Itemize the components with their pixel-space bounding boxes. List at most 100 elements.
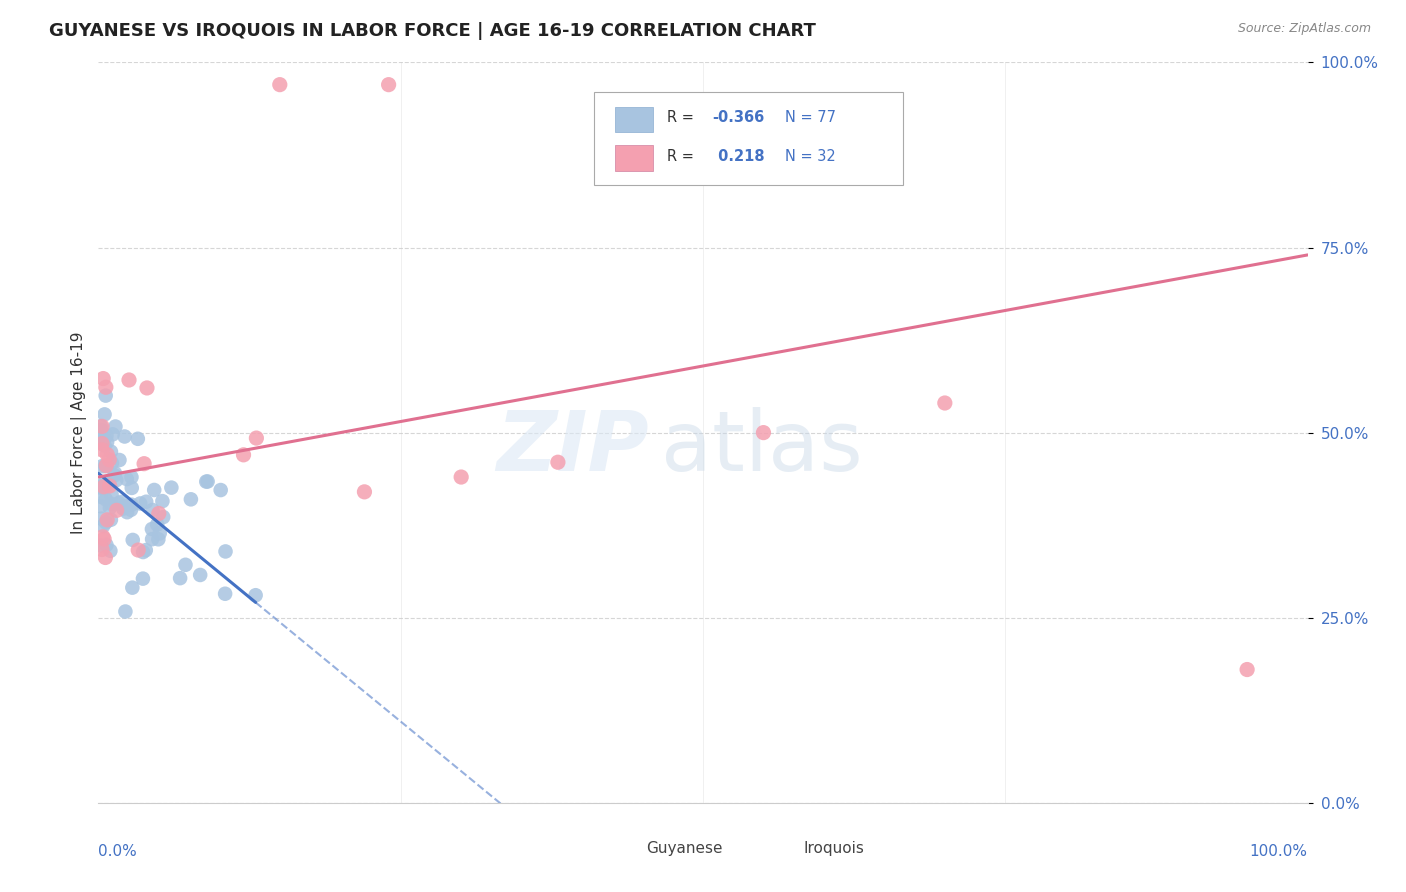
Point <box>121 481 143 495</box>
Point <box>94 516 117 530</box>
Point <box>94 550 117 565</box>
Point <box>108 453 131 467</box>
Point <box>115 505 138 519</box>
Point <box>146 517 169 532</box>
Point <box>98 479 121 493</box>
Point <box>132 572 155 586</box>
Point <box>93 480 115 494</box>
Point <box>105 503 128 517</box>
FancyBboxPatch shape <box>595 92 903 185</box>
Point <box>90 419 112 434</box>
Point <box>93 430 115 444</box>
Text: -0.366: -0.366 <box>713 111 765 126</box>
Point <box>197 475 219 489</box>
Point <box>132 457 155 471</box>
Point <box>112 501 135 516</box>
Point <box>141 532 163 546</box>
Point <box>110 495 132 509</box>
Point <box>245 431 267 445</box>
Point <box>100 444 122 458</box>
Point <box>135 494 157 508</box>
Point <box>94 388 117 402</box>
Point <box>104 419 127 434</box>
Point <box>98 475 121 490</box>
Point <box>377 78 399 92</box>
Point <box>214 544 236 558</box>
Point <box>96 428 118 442</box>
Point <box>94 380 117 394</box>
Point <box>101 456 124 470</box>
Point <box>90 490 112 504</box>
Point <box>91 519 114 533</box>
Point <box>93 476 115 491</box>
Point <box>934 396 956 410</box>
Point <box>127 432 149 446</box>
Point <box>94 492 117 507</box>
Point <box>121 470 143 484</box>
Point <box>214 587 236 601</box>
Point <box>114 429 136 443</box>
Point <box>232 448 254 462</box>
Point <box>135 543 157 558</box>
Point <box>90 435 112 450</box>
Point <box>174 558 197 572</box>
Text: 0.218: 0.218 <box>713 149 765 164</box>
Point <box>169 571 191 585</box>
Text: 100.0%: 100.0% <box>1250 844 1308 858</box>
Point <box>136 381 159 395</box>
Point <box>98 500 121 515</box>
FancyBboxPatch shape <box>606 844 637 865</box>
Point <box>149 526 172 541</box>
Text: 0.0%: 0.0% <box>98 844 138 858</box>
Point <box>91 459 114 474</box>
Text: R =: R = <box>666 149 699 164</box>
Point <box>547 455 569 469</box>
Point <box>96 458 118 473</box>
Point <box>115 472 138 486</box>
Point <box>450 470 472 484</box>
Point <box>96 538 118 552</box>
Text: Iroquois: Iroquois <box>803 841 865 856</box>
Point <box>91 419 114 434</box>
Point <box>105 473 128 487</box>
Point <box>98 452 121 467</box>
Point <box>91 530 114 544</box>
Point <box>100 497 122 511</box>
Point <box>90 479 112 493</box>
Point <box>141 522 163 536</box>
Point <box>101 427 124 442</box>
FancyBboxPatch shape <box>614 107 654 132</box>
Point <box>121 533 143 547</box>
Point <box>90 481 112 495</box>
Point <box>90 500 112 514</box>
Y-axis label: In Labor Force | Age 16-19: In Labor Force | Age 16-19 <box>72 331 87 534</box>
Point <box>148 533 170 547</box>
FancyBboxPatch shape <box>614 145 654 170</box>
Point <box>96 435 118 450</box>
Point <box>104 466 127 480</box>
Point <box>94 459 117 474</box>
Point <box>121 498 143 512</box>
Point <box>353 484 375 499</box>
Text: atlas: atlas <box>661 407 862 488</box>
Point <box>100 543 122 558</box>
Point <box>752 425 775 440</box>
Point <box>269 78 291 92</box>
Text: R =: R = <box>666 111 699 126</box>
Point <box>127 543 149 558</box>
Point <box>152 494 174 508</box>
Point <box>100 513 122 527</box>
Point <box>90 539 112 553</box>
Point <box>91 371 114 385</box>
Point <box>96 448 118 462</box>
Point <box>96 513 118 527</box>
Point <box>209 483 232 497</box>
Text: Guyanese: Guyanese <box>647 841 723 856</box>
Point <box>114 500 136 514</box>
Point <box>93 438 115 452</box>
Text: N = 77: N = 77 <box>785 111 837 126</box>
Text: GUYANESE VS IROQUOIS IN LABOR FORCE | AGE 16-19 CORRELATION CHART: GUYANESE VS IROQUOIS IN LABOR FORCE | AG… <box>49 22 815 40</box>
Point <box>152 510 174 524</box>
Point <box>129 496 152 510</box>
Point <box>120 503 142 517</box>
